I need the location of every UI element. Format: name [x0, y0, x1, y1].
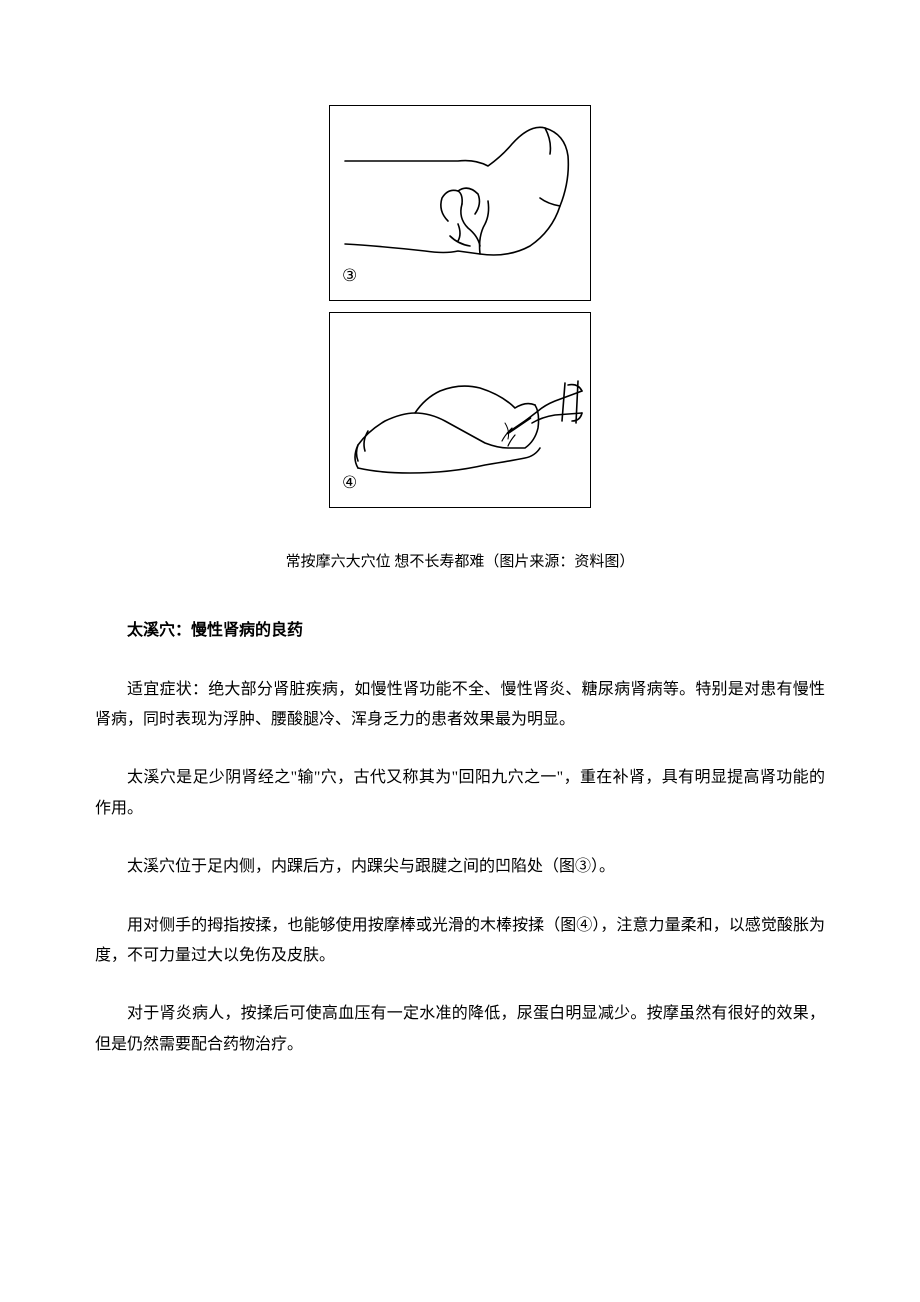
paragraph-3: 太溪穴位于足内侧，内踝后方，内踝尖与跟腱之间的凹陷处（图③）。	[95, 852, 825, 882]
figure-label-3: ③	[342, 260, 357, 292]
figure-container: ③	[95, 105, 825, 520]
section-heading: 太溪穴：慢性肾病的良药	[95, 616, 825, 646]
foot-drawing-4	[330, 313, 592, 509]
figure-label-4: ④	[342, 467, 357, 499]
figure-4: ④	[329, 312, 591, 508]
figure-caption: 常按摩六大穴位 想不长寿都难（图片来源：资料图）	[95, 548, 825, 577]
paragraph-4: 用对侧手的拇指按揉，也能够使用按摩棒或光滑的木棒按揉（图④），注意力量柔和，以感…	[95, 911, 825, 972]
foot-drawing-3	[330, 106, 592, 302]
paragraph-1: 适宜症状：绝大部分肾脏疾病，如慢性肾功能不全、慢性肾炎、糖尿病肾病等。特别是对患…	[95, 675, 825, 736]
figure-3: ③	[329, 105, 591, 301]
paragraph-5: 对于肾炎病人，按揉后可使高血压有一定水准的降低，尿蛋白明显减少。按摩虽然有很好的…	[95, 999, 825, 1060]
paragraph-2: 太溪穴是足少阴肾经之"输"穴，古代又称其为"回阳九穴之一"，重在补肾，具有明显提…	[95, 763, 825, 824]
